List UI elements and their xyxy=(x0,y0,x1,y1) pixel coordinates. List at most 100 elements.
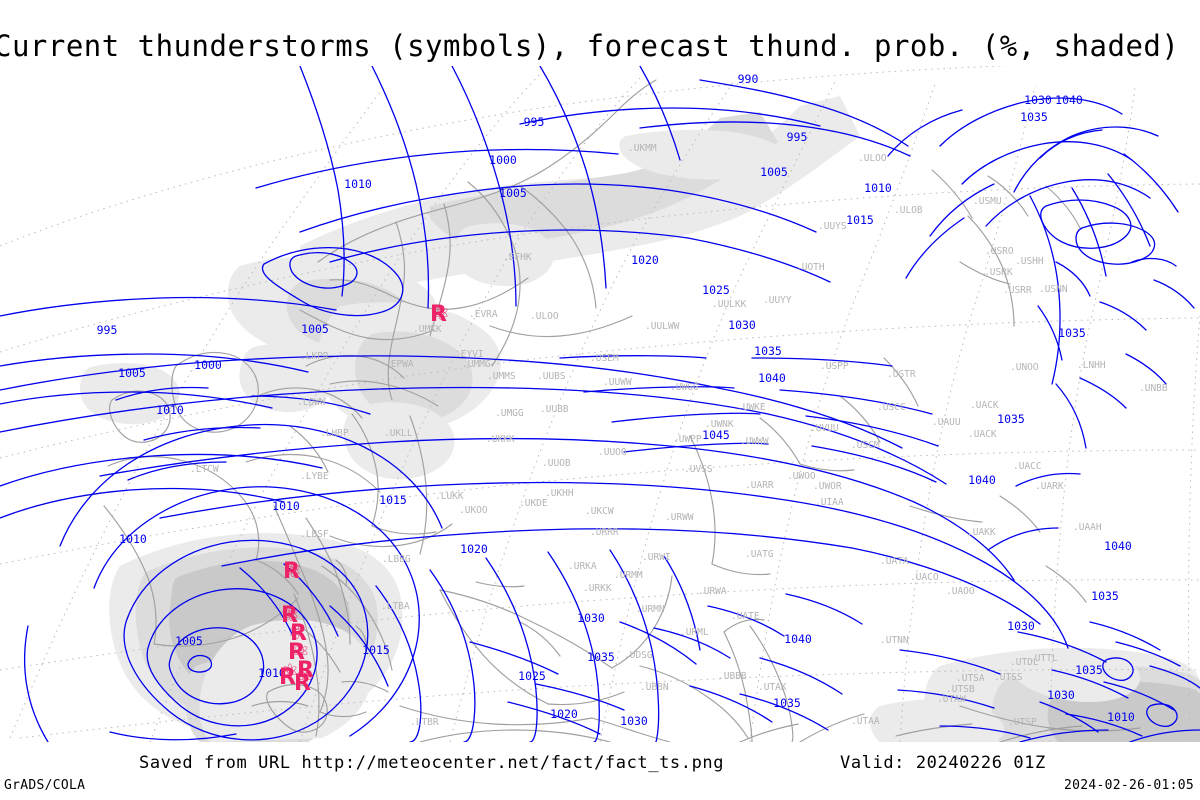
svg-text:.UUYS: .UUYS xyxy=(818,221,847,232)
map-svg: 990 995 995 1000 1005 1010 1005 1010 101… xyxy=(0,66,1200,742)
svg-text:.UULKK: .UULKK xyxy=(712,299,747,310)
svg-text:.UMGG: .UMGG xyxy=(495,408,524,419)
svg-text:.UWOO: .UWOO xyxy=(787,471,816,482)
svg-text:.UACK: .UACK xyxy=(970,400,999,411)
svg-text:.EYVI: .EYVI xyxy=(455,349,484,360)
svg-text:1005: 1005 xyxy=(175,634,203,648)
map-canvas[interactable]: 990 995 995 1000 1005 1010 1005 1010 101… xyxy=(0,66,1200,742)
svg-text:.UIAA: .UIAA xyxy=(815,497,844,508)
svg-text:.LUKK: .LUKK xyxy=(435,491,464,502)
svg-text:.UUOO: .UUOO xyxy=(598,447,627,458)
svg-text:1015: 1015 xyxy=(379,493,407,507)
svg-text:.UKLL: .UKLL xyxy=(384,428,413,439)
svg-text:.UKMM: .UKMM xyxy=(628,143,657,154)
storm-R: R xyxy=(294,671,311,696)
svg-text:.UAUU: .UAUU xyxy=(932,417,961,428)
svg-text:1030: 1030 xyxy=(1007,619,1035,633)
svg-text:1035: 1035 xyxy=(754,344,782,358)
svg-text:.UWOR: .UWOR xyxy=(813,481,842,492)
svg-text:1035: 1035 xyxy=(1091,589,1119,603)
svg-text:.UNOO: .UNOO xyxy=(1010,362,1039,373)
svg-text:1040: 1040 xyxy=(968,473,996,487)
svg-text:1030: 1030 xyxy=(1047,688,1075,702)
svg-text:.USRO: .USRO xyxy=(985,246,1014,257)
saved-from-url-label: Saved from URL http://meteocenter.net/fa… xyxy=(139,753,725,773)
storm-R: R xyxy=(297,658,314,683)
svg-text:.LHBP: .LHBP xyxy=(320,428,349,439)
svg-text:.LBSF: .LBSF xyxy=(300,529,329,540)
storm-R: R xyxy=(283,559,300,584)
svg-text:.URML: .URML xyxy=(680,627,709,638)
svg-text:.LTBR: .LTBR xyxy=(410,717,439,728)
svg-text:.ULOO: .ULOO xyxy=(858,153,887,164)
svg-text:.UKHH: .UKHH xyxy=(545,488,574,499)
svg-text:.UUBB: .UUBB xyxy=(540,404,569,415)
svg-text:.UTAA: .UTAA xyxy=(851,716,880,727)
svg-text:.UARR: .UARR xyxy=(745,480,774,491)
svg-text:990: 990 xyxy=(738,72,759,86)
storm-R: R xyxy=(290,621,307,646)
svg-text:.UTTL: .UTTL xyxy=(1029,653,1058,664)
svg-text:.UTDL: .UTDL xyxy=(1010,657,1039,668)
isobar-layer xyxy=(0,66,1200,742)
thunderstorm-symbol: ⚛ xyxy=(288,620,306,644)
svg-text:.URKK: .URKK xyxy=(583,583,612,594)
svg-text:995: 995 xyxy=(524,115,545,129)
graticule-layer xyxy=(0,66,1200,742)
svg-text:.UULWW: .UULWW xyxy=(645,321,680,332)
valid-time-label: Valid: 20240226 01Z xyxy=(840,753,1046,773)
svg-text:.USMU: .USMU xyxy=(973,196,1002,207)
storm-R: R xyxy=(430,302,447,327)
storm-R: R xyxy=(281,603,298,628)
svg-text:.USRR: .USRR xyxy=(1003,285,1032,296)
svg-text:1035: 1035 xyxy=(1075,663,1103,677)
svg-text:.USPP: .USPP xyxy=(820,361,849,372)
page-title: Current thunderstorms (symbols), forecas… xyxy=(0,29,1180,63)
thunderstorm-symbol: ⚛ xyxy=(432,301,450,325)
svg-text:.UUBS: .UUBS xyxy=(537,371,566,382)
svg-text:.UACO: .UACO xyxy=(910,572,939,583)
svg-text:1020: 1020 xyxy=(631,253,659,267)
svg-text:1035: 1035 xyxy=(1020,110,1048,124)
svg-text:1010: 1010 xyxy=(272,499,300,513)
svg-text:.URRR: .URRR xyxy=(590,527,619,538)
svg-text:1005: 1005 xyxy=(118,366,146,380)
svg-text:.UTAK: .UTAK xyxy=(758,682,787,693)
svg-text:.UWPP: .UWPP xyxy=(673,434,702,445)
svg-text:.UVSS: .UVSS xyxy=(684,464,713,475)
svg-text:.UKCW: .UKCW xyxy=(585,506,614,517)
svg-text:.EPWA: .EPWA xyxy=(385,359,414,370)
svg-text:.URKA: .URKA xyxy=(568,561,597,572)
svg-text:.URWA: .URWA xyxy=(698,586,727,597)
svg-text:.UAAH: .UAAH xyxy=(1073,522,1102,533)
generation-timestamp: 2024-02-26-01:05 xyxy=(1063,778,1194,793)
svg-text:.LYBE: .LYBE xyxy=(300,471,329,482)
svg-text:.USNN: .USNN xyxy=(1039,284,1068,295)
svg-text:1040: 1040 xyxy=(1055,93,1083,107)
svg-text:1030: 1030 xyxy=(728,318,756,332)
svg-text:.UMKK: .UMKK xyxy=(413,324,442,335)
svg-text:1045: 1045 xyxy=(702,428,730,442)
svg-text:.USRK: .USRK xyxy=(984,267,1013,278)
svg-text:1010: 1010 xyxy=(119,532,147,546)
svg-text:1015: 1015 xyxy=(846,213,874,227)
svg-text:.URWI: .URWI xyxy=(642,552,671,563)
svg-text:.ULOO: .ULOO xyxy=(530,311,559,322)
svg-text:1025: 1025 xyxy=(702,283,730,297)
svg-text:.UTSB: .UTSB xyxy=(946,684,975,695)
svg-text:1030: 1030 xyxy=(577,611,605,625)
svg-text:1020: 1020 xyxy=(460,542,488,556)
svg-text:.UDSG: .UDSG xyxy=(624,650,653,661)
svg-text:.UARK: .UARK xyxy=(1035,481,1064,492)
isobar-labels: 990 995 995 1000 1005 1010 1005 1010 101… xyxy=(97,72,1135,728)
svg-text:.UKDE: .UKDE xyxy=(519,498,548,509)
thunderstorm-symbol: ⚛ xyxy=(284,558,302,582)
svg-text:.UAKK: .UAKK xyxy=(967,527,996,538)
svg-text:1005: 1005 xyxy=(499,186,527,200)
thunderstorm-symbol: ⚛ xyxy=(296,664,314,688)
svg-text:.UTSP: .UTSP xyxy=(1008,717,1037,728)
svg-text:.UACK: .UACK xyxy=(968,429,997,440)
thunderstorm-symbol: ⚛ xyxy=(282,602,300,626)
svg-text:1040: 1040 xyxy=(784,632,812,646)
